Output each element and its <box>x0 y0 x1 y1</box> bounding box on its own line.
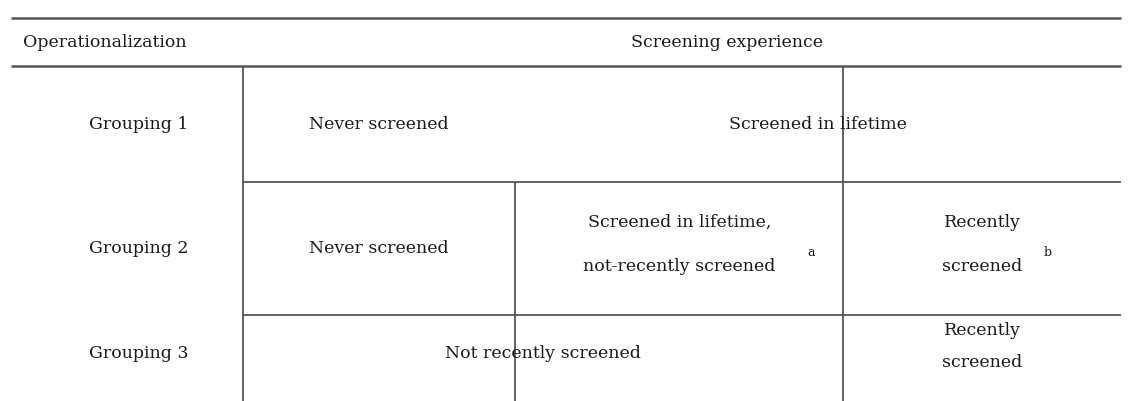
Text: not-recently screened: not-recently screened <box>583 258 775 275</box>
Text: screened: screened <box>942 354 1022 371</box>
Text: b: b <box>1043 246 1052 259</box>
Text: Grouping 3: Grouping 3 <box>89 345 188 363</box>
Text: Screened in lifetime: Screened in lifetime <box>729 116 907 133</box>
Text: Never screened: Never screened <box>309 116 449 133</box>
Text: Grouping 1: Grouping 1 <box>89 116 188 133</box>
Text: Grouping 2: Grouping 2 <box>89 240 188 257</box>
Text: Recently: Recently <box>943 214 1021 231</box>
Text: Not recently screened: Not recently screened <box>445 345 642 363</box>
Text: Screening experience: Screening experience <box>632 34 823 51</box>
Text: a: a <box>807 246 815 259</box>
Text: Screened in lifetime,: Screened in lifetime, <box>588 214 771 231</box>
Text: screened: screened <box>942 258 1022 275</box>
Text: Operationalization: Operationalization <box>23 34 187 51</box>
Text: Never screened: Never screened <box>309 240 449 257</box>
Text: Recently: Recently <box>943 322 1021 339</box>
